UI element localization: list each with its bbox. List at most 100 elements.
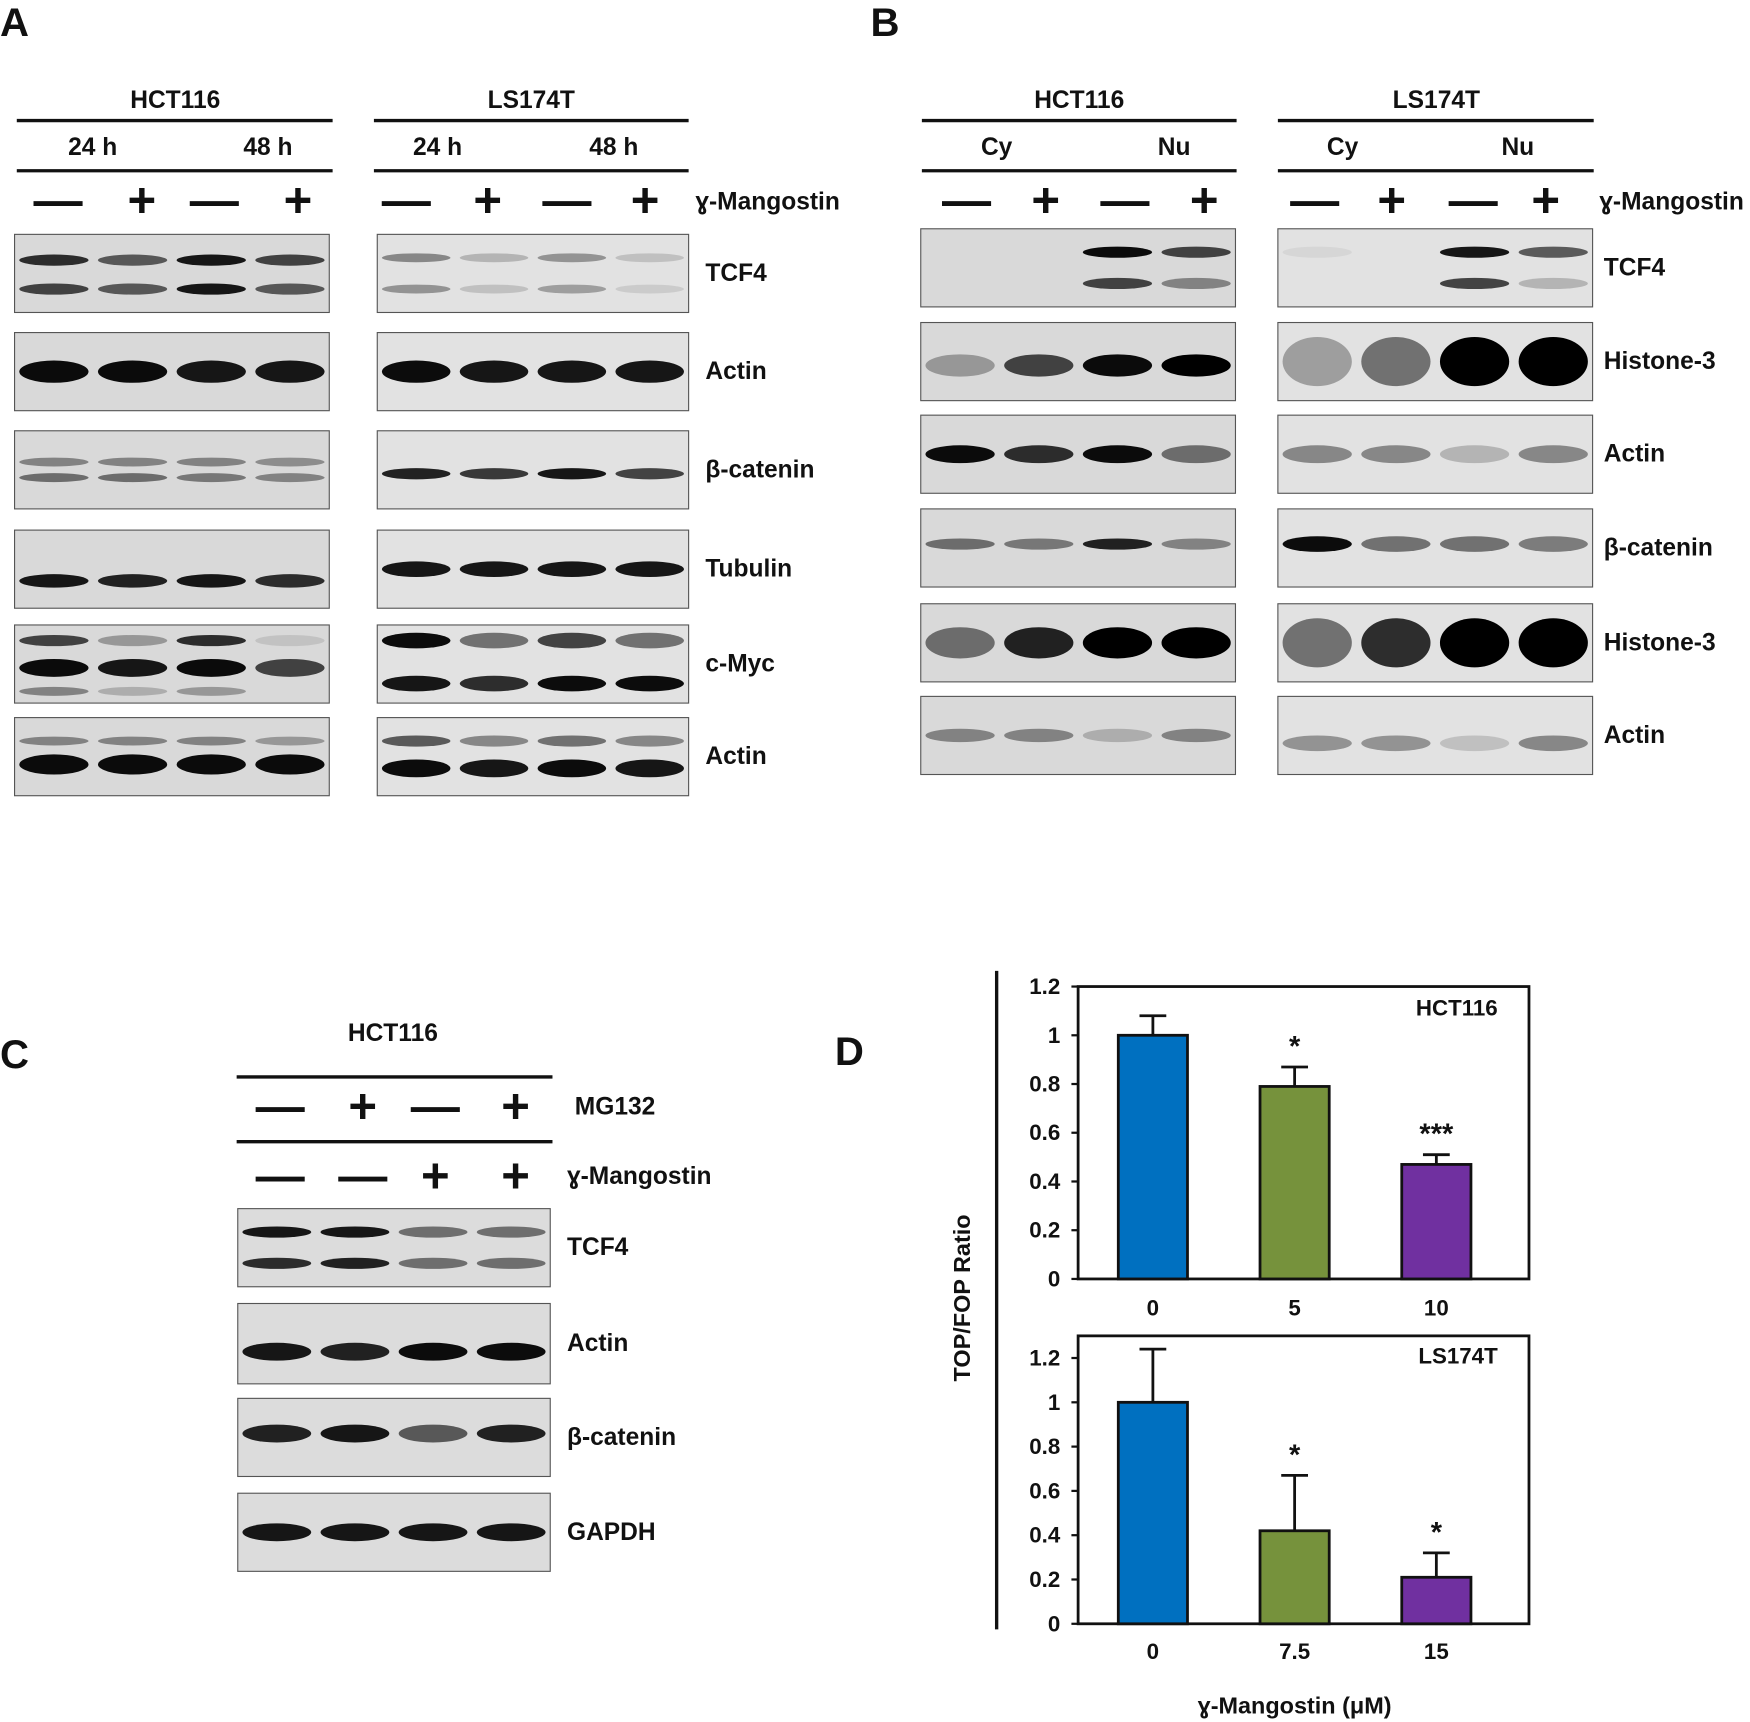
treatment-sign: + — [1531, 174, 1560, 228]
treatment-label: MG132 — [575, 1094, 656, 1121]
band — [176, 473, 246, 483]
treatment-sign: + — [1190, 174, 1219, 228]
band — [255, 473, 325, 483]
band — [459, 632, 529, 649]
band — [1518, 445, 1588, 464]
band — [1004, 445, 1074, 464]
band — [255, 736, 325, 746]
band — [537, 735, 607, 747]
condition: Nu — [1501, 134, 1534, 161]
band — [1439, 277, 1510, 290]
treatment-sign: + — [348, 1080, 377, 1134]
band — [19, 754, 89, 775]
x-tick-label: 10 — [1424, 1295, 1449, 1320]
bar — [1258, 1085, 1331, 1281]
band-label: Histone-3 — [1604, 629, 1716, 656]
band — [615, 468, 684, 480]
band-label: Actin — [1604, 722, 1665, 749]
blot — [237, 1208, 551, 1288]
band — [97, 635, 168, 647]
treatment-sign: — — [382, 174, 432, 228]
y-tick-label: 1 — [1048, 1023, 1060, 1048]
band — [537, 632, 607, 649]
band — [255, 254, 325, 266]
treatment-label: ɣ-Mangostin — [567, 1163, 712, 1190]
band — [381, 675, 451, 692]
band — [176, 574, 246, 588]
band — [615, 759, 684, 778]
band — [1082, 728, 1153, 743]
band — [1439, 337, 1510, 387]
band — [176, 635, 246, 647]
band — [398, 1342, 468, 1361]
band — [476, 1342, 546, 1361]
band-label: Tubulin — [705, 556, 792, 583]
band — [1282, 445, 1352, 464]
band — [537, 253, 607, 263]
blot — [13, 430, 330, 510]
panel-letter: C — [0, 1032, 29, 1077]
treatment-sign: + — [284, 174, 313, 228]
band — [1161, 277, 1231, 290]
band — [1439, 445, 1510, 464]
band — [176, 659, 246, 677]
blot — [13, 529, 330, 609]
treatment-sign: + — [501, 1149, 530, 1203]
condition: 48 h — [243, 134, 292, 161]
band — [320, 1257, 390, 1269]
band — [476, 1523, 546, 1542]
treatment-sign: — — [1100, 174, 1150, 228]
band — [537, 468, 607, 480]
significance: * — [1431, 1517, 1443, 1549]
significance: * — [1289, 1031, 1301, 1063]
blot — [920, 228, 1237, 308]
treatment-sign: + — [501, 1080, 530, 1134]
band — [19, 736, 89, 746]
band — [176, 736, 246, 746]
blot — [376, 717, 690, 797]
bar — [1258, 1529, 1331, 1626]
band — [255, 283, 325, 295]
band — [97, 574, 168, 588]
band — [1282, 618, 1352, 668]
band — [1161, 354, 1231, 377]
band — [459, 561, 529, 577]
x-axis-label: ɣ-Mangostin (μM) — [1198, 1692, 1392, 1718]
band — [459, 735, 529, 747]
bar — [1116, 1033, 1189, 1281]
condition: 24 h — [413, 134, 462, 161]
treatment-label: ɣ-Mangostin — [695, 188, 840, 215]
treatment-sign: — — [256, 1149, 306, 1203]
band — [320, 1342, 390, 1361]
band-label: TCF4 — [567, 1234, 629, 1261]
band — [381, 561, 451, 577]
band-label: c-Myc — [705, 651, 775, 678]
band — [1161, 627, 1231, 659]
band — [97, 754, 168, 775]
blot — [376, 233, 690, 314]
band — [1082, 538, 1153, 550]
band — [1282, 735, 1352, 752]
band — [242, 1523, 312, 1542]
x-tick-label: 15 — [1424, 1639, 1449, 1664]
cell-line: HCT116 — [1034, 87, 1124, 114]
band-label: β-catenin — [1604, 534, 1713, 561]
band-label: β-catenin — [567, 1424, 676, 1451]
band — [1439, 618, 1510, 668]
band — [97, 457, 168, 467]
band — [1161, 246, 1231, 258]
treatment-sign: — — [411, 1080, 461, 1134]
band — [320, 1424, 390, 1443]
band — [97, 360, 168, 383]
x-tick-label: 5 — [1288, 1295, 1300, 1320]
band — [381, 360, 451, 383]
panel-letter: A — [0, 0, 29, 45]
y-tick-label: 1.2 — [1029, 1346, 1060, 1371]
y-tick-label: 0.6 — [1029, 1120, 1060, 1145]
bar — [1400, 1163, 1473, 1281]
band — [19, 283, 89, 295]
band — [925, 445, 995, 464]
cell-line: LS174T — [488, 87, 575, 114]
band — [255, 754, 325, 775]
